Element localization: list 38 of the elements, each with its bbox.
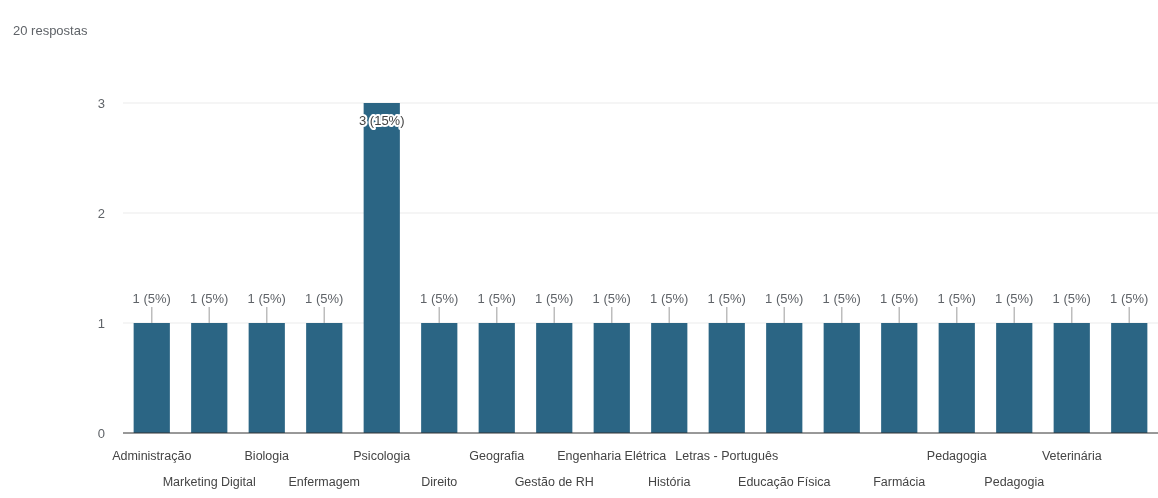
data-label: 1 (5%)	[822, 291, 861, 306]
x-tick-label: Geografia	[469, 449, 525, 463]
x-tick-label: Administração	[112, 449, 192, 463]
data-label: 1 (5%)	[707, 291, 746, 306]
x-tick-label: Engenharia Elétrica	[557, 449, 667, 463]
x-tick-label: Pedagogia	[926, 449, 987, 463]
data-label: 1 (5%)	[190, 291, 229, 306]
data-label: 1 (5%)	[995, 291, 1034, 306]
x-tick-label: Biologia	[244, 449, 290, 463]
x-tick-label: Farmácia	[873, 475, 926, 489]
x-tick-label: Enfermagem	[288, 475, 361, 489]
data-label: 1 (5%)	[305, 291, 344, 306]
x-tick-label: Direito	[421, 475, 458, 489]
data-label: 1 (5%)	[650, 291, 689, 306]
x-tick-label: História	[648, 475, 691, 489]
data-label: 1 (5%)	[477, 291, 516, 306]
data-label: 1 (5%)	[1052, 291, 1091, 306]
x-tick-label: Psicologia	[353, 449, 411, 463]
data-label: 1 (5%)	[535, 291, 574, 306]
x-tick-label: Letras - Português	[675, 449, 779, 463]
data-label: 1 (5%)	[420, 291, 459, 306]
data-label: 1 (5%)	[937, 291, 976, 306]
chart-title: 20 respostas	[13, 23, 88, 38]
y-tick-label: 0	[97, 425, 105, 441]
data-label: 1 (5%)	[592, 291, 631, 306]
x-tick-label: Educação Física	[738, 475, 831, 489]
x-tick-label: Gestão de RH	[514, 475, 594, 489]
data-label: 1 (5%)	[880, 291, 919, 306]
y-tick-label: 1	[97, 315, 105, 331]
x-tick-label: Marketing Digital	[162, 475, 256, 489]
y-tick-label: 3	[97, 95, 105, 111]
data-label: 1 (5%)	[765, 291, 804, 306]
data-label: 1 (5%)	[132, 291, 171, 306]
data-label: 1 (5%)	[1110, 291, 1149, 306]
data-label: 1 (5%)	[247, 291, 286, 306]
x-tick-label: Veterinária	[1041, 449, 1102, 463]
y-tick-label: 2	[97, 205, 105, 221]
x-tick-label: Pedagogia	[984, 475, 1045, 489]
